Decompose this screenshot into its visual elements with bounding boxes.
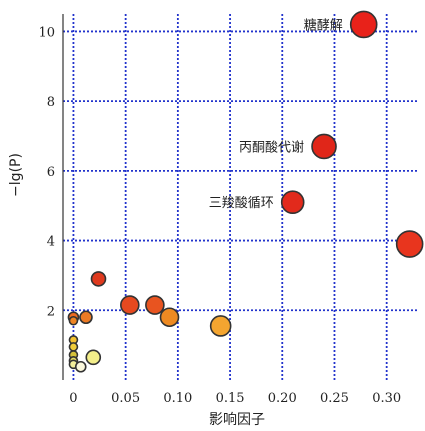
y-tick-label-4: 10 xyxy=(38,25,55,40)
y-tick-label-2: 6 xyxy=(47,165,55,180)
point-label-0: 糖酵解 xyxy=(304,17,343,33)
data-point-8 xyxy=(209,315,232,337)
x-tick-labels: 0 0.05 0.10 0.15 0.20 0.25 0.30 xyxy=(69,391,401,406)
y-tick-labels: 2 4 6 8 10 xyxy=(38,25,55,319)
data-points xyxy=(67,10,424,373)
point-label-1: 丙酮酸代谢 xyxy=(239,139,304,155)
data-point-6 xyxy=(145,295,165,315)
data-point-7 xyxy=(159,307,180,328)
data-point-2 xyxy=(280,190,305,215)
x-tick-label-1: 0.05 xyxy=(111,391,140,406)
data-point-5 xyxy=(120,295,140,315)
data-point-1 xyxy=(311,133,337,160)
x-axis-title: 影响因子 xyxy=(209,412,265,428)
y-axis-title: −lg(P) xyxy=(8,153,24,197)
data-point-4 xyxy=(90,271,107,287)
data-point-10 xyxy=(68,315,79,326)
point-label-2: 三羧酸循环 xyxy=(209,195,274,211)
grid xyxy=(63,14,418,380)
y-tick-label-1: 4 xyxy=(47,235,55,250)
x-tick-label-4: 0.20 xyxy=(268,391,297,406)
data-point-13 xyxy=(68,342,79,352)
y-tick-label-3: 8 xyxy=(47,95,55,110)
data-point-0 xyxy=(349,10,378,39)
data-point-11 xyxy=(79,310,93,325)
x-tick-label-3: 0.15 xyxy=(216,391,245,406)
data-point-17 xyxy=(85,349,102,366)
x-tick-label-2: 0.10 xyxy=(163,391,192,406)
data-point-18 xyxy=(74,360,87,373)
y-tick-label-0: 2 xyxy=(47,304,55,319)
x-tick-label-0: 0 xyxy=(69,391,77,406)
x-tick-label-6: 0.30 xyxy=(372,391,401,406)
data-point-3 xyxy=(395,230,424,258)
x-tick-label-5: 0.25 xyxy=(320,391,349,406)
